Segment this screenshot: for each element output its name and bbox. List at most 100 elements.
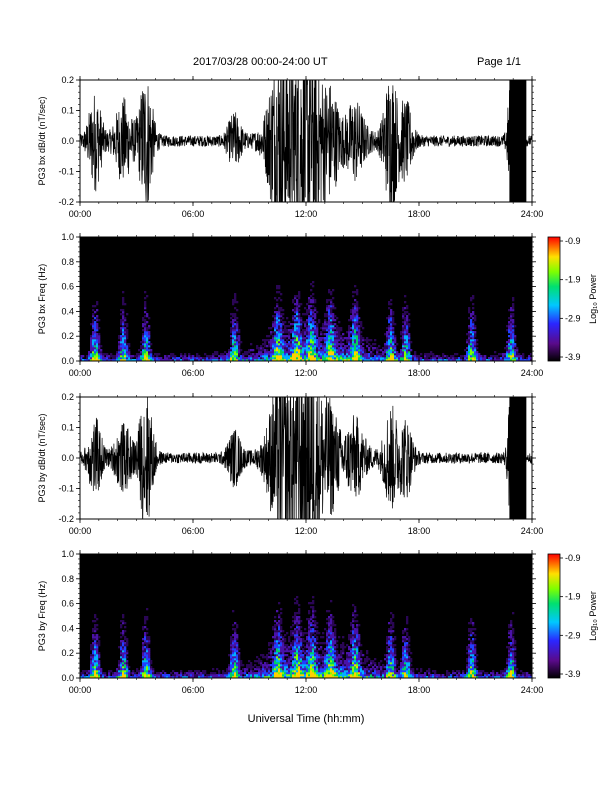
spectrogram-cell xyxy=(82,674,85,677)
spectrogram-cell xyxy=(406,319,409,322)
spectrogram-cell xyxy=(118,674,121,677)
spectrogram-cell xyxy=(212,359,215,362)
spectrogram-cell xyxy=(122,321,125,324)
spectrogram-cell xyxy=(402,313,405,316)
spectrogram-cell xyxy=(294,674,297,677)
spectrogram-cell xyxy=(280,325,283,328)
spectrogram-cell xyxy=(236,317,239,320)
spectrogram-cell xyxy=(298,333,301,336)
spectrogram-cell xyxy=(180,353,183,356)
spectrogram-cell xyxy=(378,357,381,360)
y-tick-label: 0.2 xyxy=(61,75,74,85)
spectrogram-cell xyxy=(270,676,273,679)
spectrogram-cell xyxy=(392,646,395,649)
spectrogram-cell xyxy=(266,353,269,356)
spectrogram-cell xyxy=(266,355,269,358)
spectrogram-cell xyxy=(302,349,305,352)
spectrogram-cell xyxy=(312,612,315,615)
spectrogram-cell xyxy=(122,339,125,342)
spectrogram-cell xyxy=(380,357,383,360)
spectrogram-cell xyxy=(92,642,95,645)
spectrogram-cell xyxy=(98,656,101,659)
spectrogram-cell xyxy=(278,656,281,659)
spectrogram-cell xyxy=(472,333,475,336)
spectrogram-cell xyxy=(94,640,97,643)
spectrogram-cell xyxy=(276,331,279,334)
spectrogram-cell xyxy=(302,351,305,354)
spectrogram-cell xyxy=(320,664,323,667)
spectrogram-cell xyxy=(356,658,359,661)
spectrogram-cell xyxy=(510,333,513,336)
spectrogram-cell xyxy=(364,670,367,673)
spectrogram-cell xyxy=(372,349,375,352)
spectrogram-cell xyxy=(388,652,391,655)
colorbar-tick-label: -0.9 xyxy=(565,236,581,246)
spectrogram-cell xyxy=(312,614,315,617)
spectrogram-cell xyxy=(394,323,397,326)
spectrogram-cell xyxy=(354,285,357,288)
spectrogram-cell xyxy=(372,357,375,360)
spectrogram-cell xyxy=(258,351,261,354)
spectrogram-cell xyxy=(298,674,301,677)
spectrogram-cell xyxy=(330,638,333,641)
spectrogram-cell xyxy=(506,347,509,350)
spectrogram-cell xyxy=(342,674,345,677)
spectrogram-cell xyxy=(302,321,305,324)
spectrogram-cell xyxy=(122,658,125,661)
spectrogram-cell xyxy=(226,355,229,358)
spectrogram-cell xyxy=(402,676,405,679)
spectrogram-cell xyxy=(348,656,351,659)
spectrogram-cell xyxy=(254,674,257,677)
spectrogram-cell xyxy=(124,341,127,344)
spectrogram-cell xyxy=(316,345,319,348)
spectrogram-cell xyxy=(310,359,313,362)
spectrogram-cell xyxy=(140,676,143,679)
spectrogram-cell xyxy=(234,622,237,625)
spectrogram-cell xyxy=(250,353,253,356)
spectrogram-cell xyxy=(86,357,89,360)
spectrogram-cell xyxy=(276,662,279,665)
spectrogram-cell xyxy=(406,632,409,635)
spectrogram-cell xyxy=(400,331,403,334)
spectrogram-cell xyxy=(96,628,99,631)
spectrogram-cell xyxy=(360,347,363,350)
spectrogram-cell xyxy=(324,329,327,332)
spectrogram-cell xyxy=(324,355,327,358)
spectrogram-cell xyxy=(406,325,409,328)
spectrogram-cell xyxy=(306,303,309,306)
spectrogram-cell xyxy=(278,345,281,348)
spectrogram-cell xyxy=(398,357,401,360)
spectrogram-cell xyxy=(330,327,333,330)
spectrogram-cell xyxy=(424,676,427,679)
spectrogram-cell xyxy=(516,353,519,356)
spectrogram-cell xyxy=(396,662,399,665)
spectrogram-cell xyxy=(182,355,185,358)
spectrogram-cell xyxy=(318,353,321,356)
spectrogram-cell xyxy=(288,351,291,354)
spectrogram-cell xyxy=(294,640,297,643)
spectrogram-cell xyxy=(136,668,139,671)
spectrogram-cell xyxy=(236,658,239,661)
spectrogram-cell xyxy=(308,301,311,304)
spectrogram-cell xyxy=(400,672,403,675)
spectrogram-cell xyxy=(148,638,151,641)
spectrogram-cell xyxy=(250,359,253,362)
spectrogram-cell xyxy=(318,642,321,645)
spectrogram-cell xyxy=(266,662,269,665)
spectrogram-cell xyxy=(360,670,363,673)
spectrogram-cell xyxy=(122,331,125,334)
spectrogram-cell xyxy=(342,357,345,360)
spectrogram-cell xyxy=(136,357,139,360)
spectrogram-cell xyxy=(384,666,387,669)
spectrogram-cell xyxy=(232,321,235,324)
spectrogram-cell xyxy=(276,299,279,302)
spectrogram-cell xyxy=(410,652,413,655)
spectrogram-cell xyxy=(336,341,339,344)
spectrogram-cell xyxy=(334,672,337,675)
spectrogram-cell xyxy=(360,339,363,342)
spectrogram-cell xyxy=(336,676,339,679)
spectrogram-cell xyxy=(314,357,317,360)
spectrogram-cell xyxy=(332,355,335,358)
spectrogram-cell xyxy=(298,652,301,655)
spectrogram-cell xyxy=(464,676,467,679)
